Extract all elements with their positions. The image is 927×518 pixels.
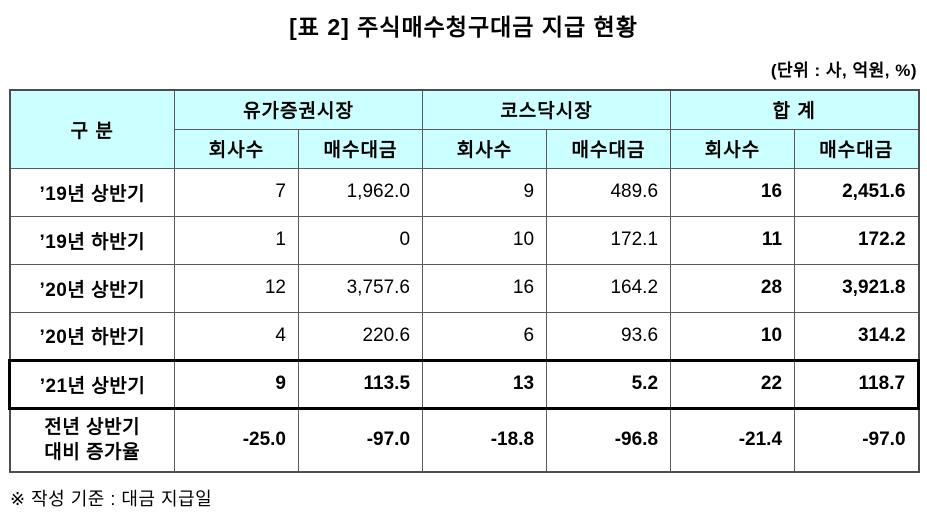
header-kospi-companies: 회사수	[174, 128, 299, 169]
table-cell: -97.0	[297, 407, 424, 473]
table-cell: 113.5	[297, 358, 424, 410]
table-row-21h1-highlight: ’21년 상반기 9 113.5 13 5.2 22 118.7	[8, 358, 921, 410]
table-row-20h1: ’20년 상반기 12 3,757.6 16 164.2 28 3,921.8	[9, 263, 920, 313]
header-total-companies: 회사수	[670, 128, 796, 169]
header-kosdaq-amount: 매수대금	[546, 128, 672, 169]
payment-status-table: 구 분 유가증권시장 코스닥시장 합 계 회사수 매수대금 회사수 매수대금 회…	[8, 89, 921, 473]
table-cell: -96.8	[546, 407, 672, 473]
header-group-kosdaq: 코스닥시장	[422, 89, 672, 130]
table-body: ’19년 상반기 7 1,962.0 9 489.6 16 2,451.6 ’1…	[8, 167, 921, 473]
table-cell-total: 3,921.8	[794, 263, 920, 313]
header-category: 구 분	[9, 89, 175, 169]
table-cell: 4	[174, 311, 299, 361]
table-title: [표 2] 주식매수청구대금 지급 현황	[289, 14, 638, 40]
header-group-total: 합 계	[670, 89, 920, 130]
table-cell-total: 2,451.6	[794, 167, 920, 217]
table-cell: 0	[297, 215, 424, 265]
footnote: ※ 작성 기준 : 대금 지급일	[10, 489, 213, 509]
row-label: ’19년 하반기	[9, 215, 175, 265]
table-cell: 164.2	[546, 263, 672, 313]
table-cell: 9	[174, 358, 299, 410]
table-cell-total: 172.2	[794, 215, 920, 265]
table-row-yoy-growth: 전년 상반기 대비 증가율 -25.0 -97.0 -18.8 -96.8 -2…	[9, 407, 920, 473]
table-header: 구 분 유가증권시장 코스닥시장 합 계 회사수 매수대금 회사수 매수대금 회…	[9, 89, 920, 169]
table-cell: 10	[422, 215, 548, 265]
table-cell: -18.8	[422, 407, 548, 473]
unit-note: (단위 : 사, 억원, %)	[770, 61, 917, 80]
row-label: ’20년 하반기	[9, 311, 175, 361]
header-total-amount: 매수대금	[794, 128, 920, 169]
table-cell-total: 118.7	[794, 358, 921, 410]
table-cell-total: 28	[670, 263, 796, 313]
table-cell: 172.1	[546, 215, 672, 265]
row-label: ’19년 상반기	[9, 167, 175, 217]
table-cell: 93.6	[546, 311, 672, 361]
header-kospi-amount: 매수대금	[297, 128, 424, 169]
row-label: ’21년 상반기	[8, 358, 175, 410]
header-row-subcols: 회사수 매수대금 회사수 매수대금 회사수 매수대금	[10, 128, 920, 169]
row-label: 전년 상반기 대비 증가율	[9, 407, 175, 473]
header-group-kospi: 유가증권시장	[173, 89, 424, 130]
table-cell: 5.2	[546, 358, 672, 410]
table-row-20h2: ’20년 하반기 4 220.6 6 93.6 10 314.2	[9, 311, 920, 361]
table-cell-total: 11	[670, 215, 796, 265]
header-kosdaq-companies: 회사수	[422, 128, 548, 169]
table-cell-total: 314.2	[794, 311, 920, 361]
table-cell: 7	[174, 167, 299, 217]
table-cell: 16	[422, 263, 548, 313]
table-cell: 9	[422, 167, 548, 217]
table-cell: 3,757.6	[297, 263, 424, 313]
table-cell-total: 22	[670, 358, 796, 410]
table-cell: 12	[174, 263, 299, 313]
table-cell: 13	[422, 358, 548, 410]
table-cell-total: 16	[670, 167, 796, 217]
table-cell: 1	[174, 215, 299, 265]
row-label: ’20년 상반기	[9, 263, 175, 313]
table-cell-total: -21.4	[670, 407, 796, 473]
table-row-19h1: ’19년 상반기 7 1,962.0 9 489.6 16 2,451.6	[9, 167, 920, 217]
table-cell-total: 10	[670, 311, 796, 361]
table-cell-total: -97.0	[794, 407, 920, 473]
table-row-19h2: ’19년 하반기 1 0 10 172.1 11 172.2	[9, 215, 920, 265]
table-cell: 220.6	[297, 311, 424, 361]
table-cell: 6	[422, 311, 548, 361]
table-cell: 489.6	[546, 167, 672, 217]
table-cell: 1,962.0	[297, 167, 424, 217]
table-cell: -25.0	[174, 407, 299, 473]
header-row-groups: 구 분 유가증권시장 코스닥시장 합 계	[9, 89, 920, 169]
